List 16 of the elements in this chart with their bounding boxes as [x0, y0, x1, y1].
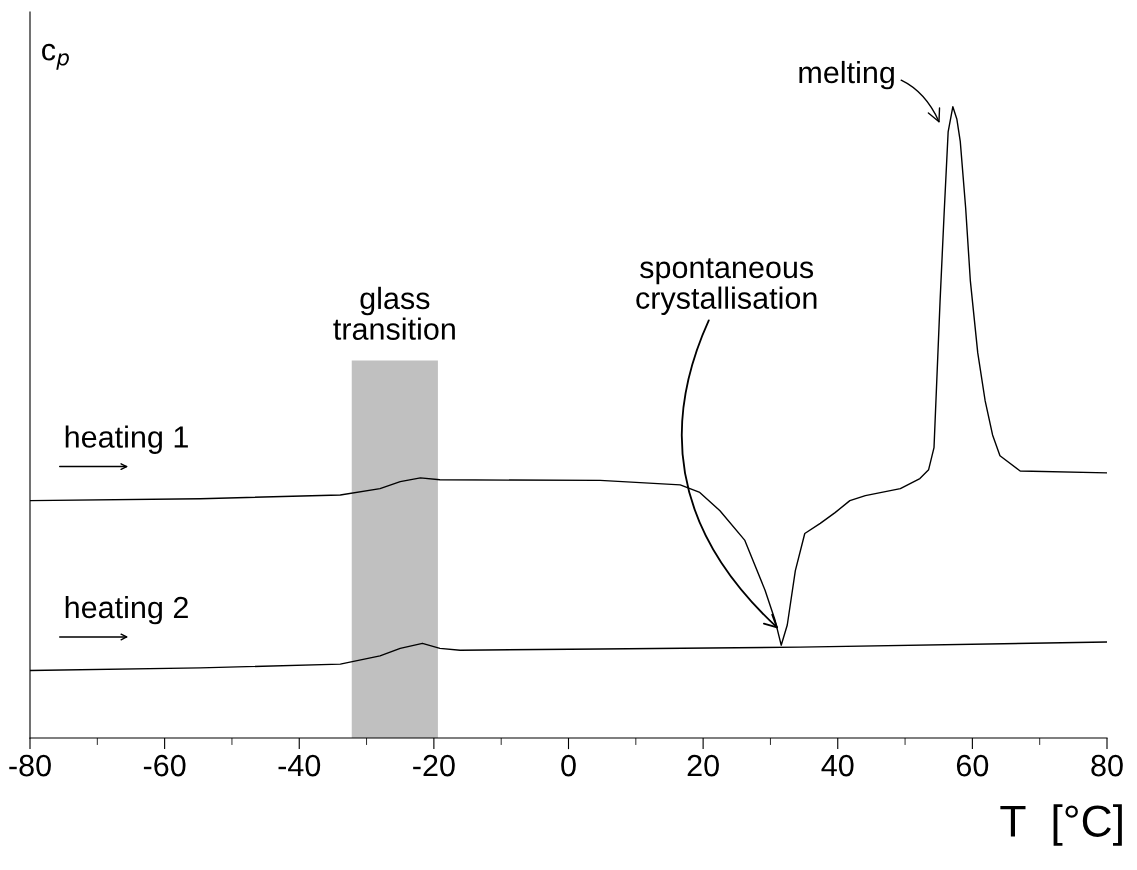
x-tick-label: -80 — [9, 754, 51, 777]
x-tick-label: 20 — [687, 754, 719, 777]
x-tick-label: 60 — [956, 754, 989, 777]
annotation: heating 1 — [65, 425, 188, 454]
annotation: heating 2 — [65, 595, 188, 625]
x-tick-label: -40 — [278, 754, 321, 777]
x-tick-label: 80 — [1091, 754, 1123, 777]
x-tick-label: -60 — [143, 754, 186, 777]
x-tick-label: -20 — [413, 754, 455, 777]
annotation: spontaneous crystallisation — [636, 258, 817, 316]
x-axis-title: T [°C] — [1000, 804, 1122, 846]
x-tick-label: 40 — [821, 754, 854, 777]
band-label: glass transition — [333, 286, 455, 340]
x-tick-label: 0 — [561, 754, 576, 777]
y-axis-title: c$_{p}$ — [42, 43, 69, 70]
text: melting — [799, 60, 894, 90]
